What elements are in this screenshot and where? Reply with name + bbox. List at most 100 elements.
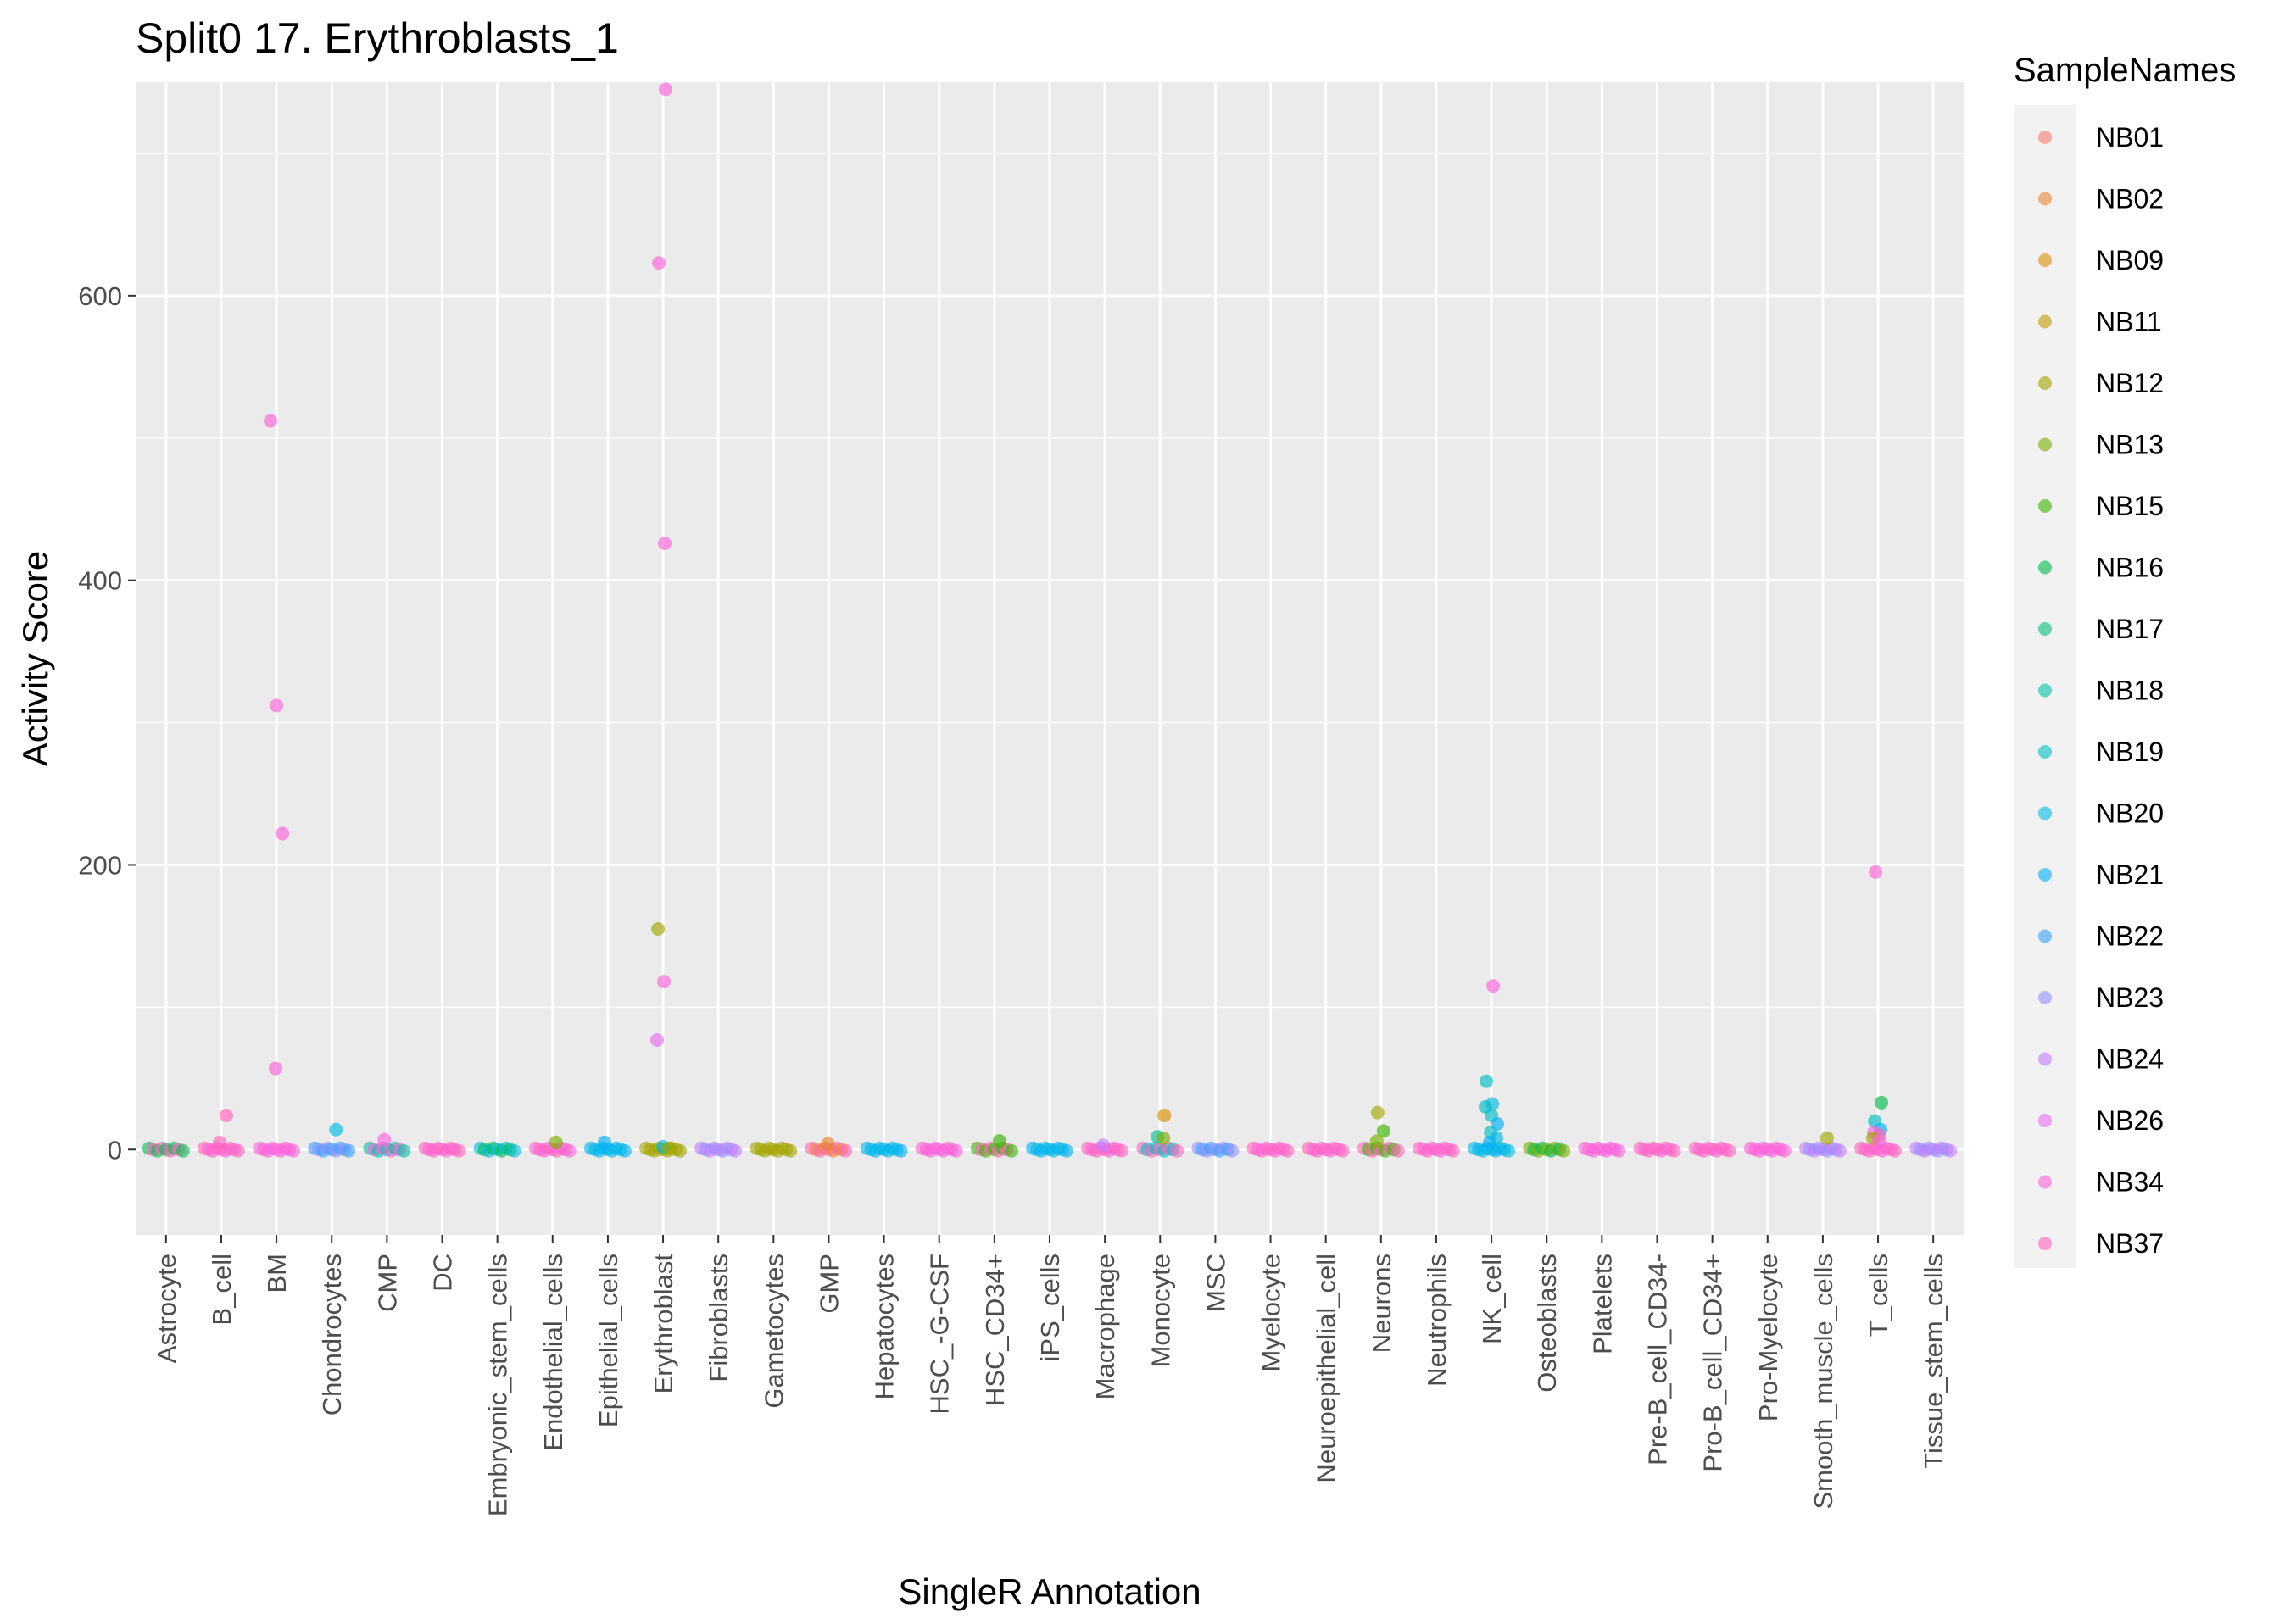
y-tick-label: 0: [108, 1135, 122, 1165]
y-tick-label: 600: [78, 281, 122, 311]
point: [1335, 1143, 1350, 1158]
x-tick-label: Pre-B_cell_CD34-: [1642, 1254, 1672, 1465]
point: [658, 537, 672, 550]
legend-label: NB34: [2096, 1167, 2164, 1198]
point: [1722, 1143, 1736, 1158]
legend-label: NB13: [2096, 430, 2164, 460]
legend-label: NB09: [2096, 245, 2164, 275]
legend-label: NB20: [2096, 798, 2164, 829]
point: [651, 922, 666, 937]
legend-key: [2038, 1114, 2052, 1127]
point: [1872, 1134, 1886, 1148]
legend-label: NB01: [2096, 122, 2164, 153]
x-tick-label: Hepatocytes: [870, 1254, 900, 1399]
legend-key: [2038, 622, 2052, 636]
point: [1777, 1143, 1792, 1158]
point: [1502, 1143, 1516, 1158]
x-tick-label: Gametocytes: [759, 1254, 789, 1409]
point: [1376, 1124, 1390, 1138]
point: [652, 256, 666, 270]
point: [657, 975, 672, 989]
point: [329, 1122, 343, 1137]
y-axis: 0 200 400 600: [78, 281, 136, 1165]
legend-label: NB22: [2096, 921, 2164, 952]
legend-key: [2038, 745, 2052, 759]
point: [1667, 1143, 1681, 1158]
point: [1612, 1143, 1626, 1158]
point: [452, 1143, 466, 1158]
point: [992, 1134, 1006, 1148]
point: [264, 414, 278, 428]
point: [1225, 1143, 1240, 1158]
point: [549, 1135, 563, 1149]
legend-label: NB16: [2096, 553, 2164, 583]
legend-title: SampleNames: [2014, 52, 2236, 89]
grid: [136, 82, 1964, 1235]
x-tick-label: Platelets: [1587, 1254, 1617, 1354]
point: [1888, 1143, 1903, 1158]
point: [397, 1143, 411, 1158]
legend-label: NB26: [2096, 1105, 2164, 1136]
x-tick-label: Osteoblasts: [1532, 1254, 1562, 1393]
legend-key: [2038, 314, 2052, 329]
legend-label: NB21: [2096, 859, 2164, 890]
point: [1483, 1135, 1497, 1149]
point: [212, 1135, 226, 1149]
point: [231, 1143, 245, 1158]
chart-title: Split0 17. Erythroblasts_1: [136, 14, 619, 62]
point: [1446, 1143, 1460, 1158]
x-tick-label: B_cell: [207, 1254, 237, 1325]
x-tick-label: Fibroblasts: [704, 1254, 733, 1382]
point: [650, 1032, 665, 1047]
x-tick-label: Tissue_stem_cells: [1919, 1254, 1948, 1469]
point: [1370, 1105, 1385, 1120]
x-tick-label: HSC_CD34+: [980, 1254, 1010, 1406]
x-tick-label: MSC: [1201, 1254, 1230, 1312]
legend-label: NB11: [2096, 307, 2162, 337]
legend-key: [2038, 192, 2052, 206]
point: [1115, 1143, 1129, 1158]
point: [597, 1135, 611, 1149]
point: [894, 1143, 908, 1158]
x-tick-label: CMP: [372, 1254, 402, 1312]
point: [1060, 1143, 1073, 1158]
data-points: [142, 82, 1958, 1158]
x-tick-label: BM: [262, 1254, 292, 1293]
legend-key: [2038, 683, 2052, 698]
legend-label: NB18: [2096, 676, 2164, 706]
legend-key: [2038, 1237, 2052, 1250]
point: [1557, 1143, 1571, 1158]
point: [562, 1143, 577, 1158]
point: [1096, 1138, 1111, 1153]
x-tick-label: Monocyte: [1145, 1254, 1175, 1367]
x-tick-label: Myelocyte: [1257, 1254, 1286, 1372]
legend-key: [2038, 929, 2052, 943]
point: [176, 1143, 190, 1158]
point: [1820, 1131, 1834, 1145]
legend-key: [2038, 437, 2052, 452]
x-tick-label: Chondrocytes: [317, 1254, 347, 1415]
legend-key: [2038, 131, 2052, 144]
point: [821, 1137, 835, 1151]
legend-label: NB37: [2096, 1228, 2164, 1259]
legend-label: NB02: [2096, 184, 2164, 214]
legend-label: NB19: [2096, 737, 2164, 767]
point: [1280, 1143, 1295, 1158]
point: [839, 1143, 853, 1158]
x-axis: Astrocyte B_cell BM Chondrocytes CMP DC Embryo…: [152, 1235, 1948, 1516]
point: [507, 1143, 521, 1158]
x-tick-label: iPS_cells: [1035, 1254, 1065, 1362]
x-tick-label: DC: [428, 1254, 458, 1292]
point: [1832, 1143, 1847, 1158]
point: [270, 698, 284, 713]
legend-key: [2038, 868, 2052, 882]
point: [1875, 1095, 1889, 1110]
x-tick-label: Astrocyte: [152, 1254, 181, 1363]
point: [659, 82, 673, 97]
point: [662, 1141, 677, 1155]
point: [1486, 979, 1501, 993]
point: [1170, 1143, 1184, 1158]
point: [1156, 1131, 1171, 1145]
point: [1480, 1074, 1494, 1088]
